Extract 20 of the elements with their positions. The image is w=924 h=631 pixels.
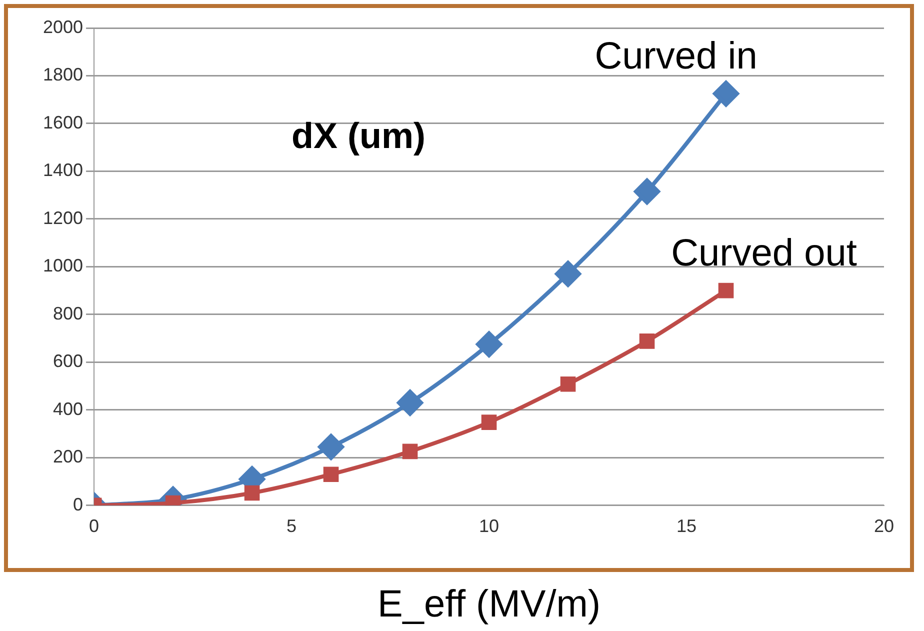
x-tick-label: 10: [479, 516, 500, 536]
x-tick-label: 5: [286, 516, 297, 536]
x-tick-label: 15: [676, 516, 697, 536]
y-tick-label: 1600: [42, 112, 84, 132]
x-tick-label: 0: [89, 516, 100, 536]
y-tick-label: 600: [52, 351, 84, 372]
text: dX (um): [292, 114, 426, 156]
y-tick-label: 200: [52, 446, 84, 467]
y-tick-label: 1400: [42, 160, 84, 180]
x-axis-title: E_eff (MV/m): [377, 583, 601, 626]
y-tick-label: 1000: [42, 256, 84, 276]
series-label: Curved out: [671, 232, 858, 275]
y-tick-label: 0: [73, 494, 84, 514]
y-tick-label: 400: [52, 398, 84, 419]
y-tick-label: 1200: [42, 208, 84, 228]
y-tick-label: 800: [52, 303, 84, 324]
series-label: Curved in: [594, 36, 758, 78]
y-tick-label: 2000: [42, 16, 84, 37]
x-tick-label: 20: [874, 516, 894, 536]
y-tick-label: 1800: [42, 64, 84, 85]
